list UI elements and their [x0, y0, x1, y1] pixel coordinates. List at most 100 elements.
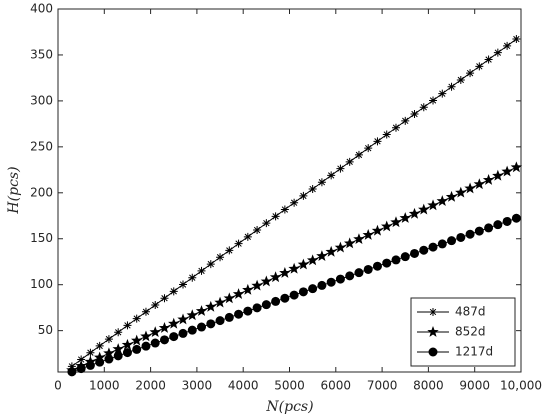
- marker: [243, 232, 252, 241]
- marker: [308, 185, 317, 194]
- legend-marker: [428, 347, 438, 357]
- marker: [316, 250, 328, 261]
- marker: [187, 325, 197, 335]
- marker: [492, 169, 504, 181]
- marker: [427, 199, 439, 211]
- marker: [306, 254, 319, 266]
- marker: [445, 190, 458, 202]
- marker: [188, 273, 197, 282]
- marker: [288, 262, 300, 274]
- marker: [502, 216, 512, 226]
- marker: [225, 246, 234, 255]
- marker: [436, 195, 448, 207]
- marker: [224, 312, 234, 322]
- marker: [122, 348, 132, 358]
- marker: [484, 55, 493, 64]
- marker: [178, 328, 188, 338]
- x-tick-label: 10,000: [500, 379, 542, 393]
- marker: [299, 191, 308, 200]
- marker: [326, 277, 336, 287]
- marker: [103, 347, 115, 359]
- marker: [195, 305, 208, 316]
- marker: [158, 321, 171, 333]
- marker: [76, 364, 86, 374]
- x-tick-label: 5000: [274, 379, 305, 393]
- marker: [343, 237, 356, 249]
- marker: [253, 226, 262, 235]
- marker: [297, 258, 310, 270]
- marker: [280, 205, 289, 214]
- x-tick-label: 1000: [89, 379, 120, 393]
- marker: [381, 220, 393, 232]
- marker: [168, 317, 180, 329]
- y-tick-label: 350: [30, 47, 53, 61]
- marker: [373, 137, 382, 146]
- marker: [114, 328, 123, 337]
- marker: [269, 271, 282, 283]
- marker: [482, 174, 495, 185]
- y-tick-label: 250: [30, 139, 53, 153]
- marker: [364, 144, 373, 153]
- marker: [456, 75, 465, 84]
- marker: [447, 236, 457, 246]
- marker: [206, 260, 215, 269]
- marker: [510, 161, 523, 173]
- marker: [141, 307, 150, 316]
- series: [67, 35, 521, 371]
- marker: [464, 182, 476, 194]
- marker: [410, 110, 419, 119]
- marker: [141, 341, 151, 351]
- x-tick-label: 7000: [367, 379, 398, 393]
- marker: [475, 62, 484, 71]
- marker: [484, 223, 494, 233]
- x-axis-label: N(pcs): [265, 399, 313, 415]
- marker: [186, 309, 198, 321]
- marker: [390, 216, 402, 228]
- marker: [215, 316, 225, 326]
- marker: [123, 321, 132, 330]
- marker: [511, 213, 521, 223]
- marker: [232, 288, 245, 300]
- marker: [474, 226, 484, 236]
- marker: [345, 271, 355, 281]
- series: [67, 213, 521, 377]
- marker: [216, 253, 225, 262]
- marker: [466, 69, 475, 78]
- marker: [149, 326, 161, 338]
- marker: [372, 261, 382, 271]
- marker: [179, 280, 188, 289]
- marker: [234, 239, 243, 248]
- marker: [197, 266, 206, 275]
- marker: [354, 268, 364, 278]
- y-tick-label: 50: [38, 323, 53, 337]
- marker: [197, 322, 207, 332]
- y-tick-label: 400: [30, 2, 53, 16]
- marker: [447, 82, 456, 91]
- marker: [512, 35, 521, 44]
- marker: [132, 344, 142, 354]
- x-tick-label: 8000: [413, 379, 444, 393]
- marker: [456, 232, 466, 242]
- marker: [242, 283, 254, 295]
- marker: [353, 233, 365, 245]
- marker: [327, 171, 336, 180]
- marker: [234, 309, 244, 319]
- marker: [298, 287, 308, 297]
- marker: [354, 150, 363, 159]
- legend-label: 1217d: [455, 345, 493, 359]
- marker: [260, 275, 273, 287]
- marker: [104, 354, 114, 364]
- marker: [382, 130, 391, 139]
- marker: [140, 330, 152, 342]
- marker: [85, 360, 95, 370]
- marker: [121, 338, 134, 350]
- marker: [150, 338, 160, 348]
- marker: [334, 241, 347, 253]
- marker: [371, 224, 384, 236]
- legend-label: 487d: [455, 305, 486, 319]
- marker: [382, 258, 392, 268]
- marker: [93, 351, 106, 363]
- marker: [419, 245, 429, 255]
- marker: [419, 103, 428, 112]
